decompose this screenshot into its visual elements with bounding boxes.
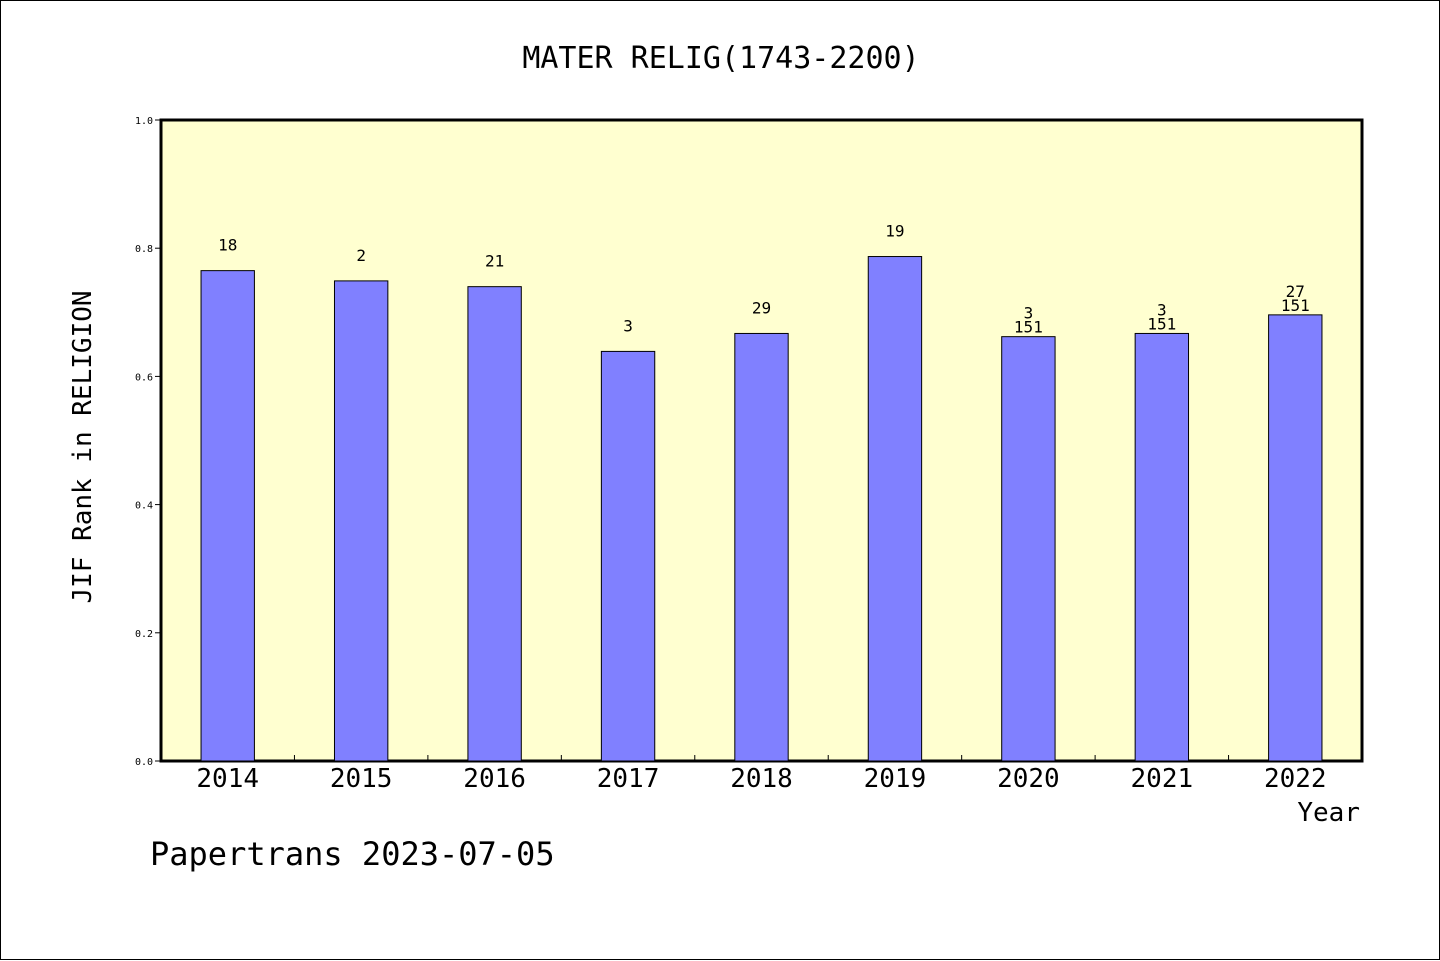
x-tick-label: 2022 [1264,764,1327,794]
x-tick-label: 2018 [730,764,793,794]
bar-rank-label: 3 [623,316,633,335]
y-tick-label: 1.0 [135,116,153,127]
bar-total-label: 151 [1281,296,1310,315]
bar-rank-label: 21 [485,252,504,271]
x-tick-label: 2015 [330,764,393,794]
bar-rank-label: 27 [1286,282,1305,301]
y-tick-label: 0.6 [135,372,153,383]
bar-2020 [1001,336,1056,762]
y-axis-label: JIF Rank in RELIGION [68,290,98,603]
x-axis-label: Year [1297,798,1360,828]
bar-2016 [467,286,522,762]
bar-2018 [734,332,789,762]
bar-rank-label: 19 [885,222,904,241]
bar-rank-label: 3 [1024,304,1034,323]
x-tick-label: 2016 [463,764,526,794]
bar-2021 [1134,332,1190,762]
bar-total-label: 151 [1014,318,1043,337]
y-tick-label: 0.2 [135,629,153,640]
chart-title: MATER RELIG(1743-2200) [522,41,919,76]
x-tick-label: 2021 [1131,764,1194,794]
bar-total-label: 151 [1147,314,1176,333]
bar-2014 [200,270,255,762]
bar-rank-label: 3 [1157,300,1167,319]
bar-2019 [867,256,923,762]
y-tick-label: 0.8 [135,244,153,255]
x-tick-label: 2020 [997,764,1060,794]
x-axis: 2014 2015 2016 2017 2018 2019 2020 2021 2022 [196,755,1327,794]
bar-2015 [333,280,389,762]
x-tick-label: 2017 [597,764,660,794]
bar-2017 [600,350,656,762]
bar-rank-label: 2 [356,246,366,265]
y-axis: 0.0 0.2 0.4 0.6 0.8 1.0 [135,116,161,768]
x-tick-label: 2014 [196,764,259,794]
bar-rank-label: 18 [218,236,237,255]
bar-2022 [1268,314,1323,762]
footer-text: Papertrans 2023-07-05 [150,835,555,873]
x-tick-label: 2019 [864,764,927,794]
y-tick-label: 0.0 [135,757,153,768]
y-tick-label: 0.4 [135,501,153,512]
bar-rank-label: 29 [752,298,771,317]
